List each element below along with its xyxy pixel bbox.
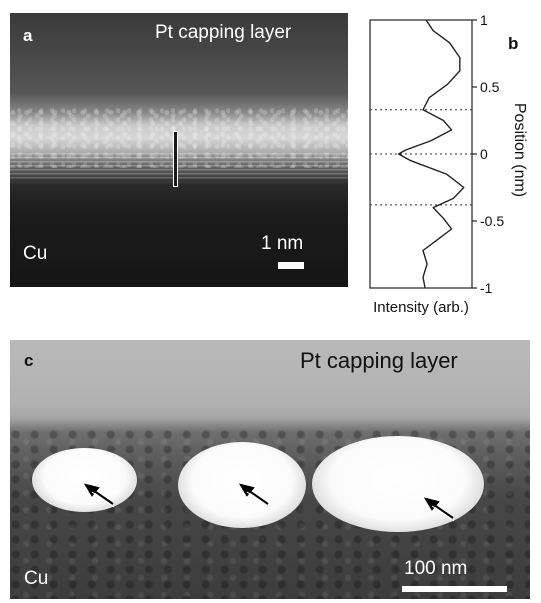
y-tick-label-2: 0 xyxy=(480,146,488,162)
panel-a-image: a Pt capping layer Cu 1 nm xyxy=(10,13,348,287)
y-axis-label: Position (nm) xyxy=(511,102,528,198)
pt-layer-texture xyxy=(10,108,348,168)
scale-bar-a xyxy=(278,262,304,269)
cu-label-a: Cu xyxy=(23,243,48,264)
void-3 xyxy=(312,436,484,532)
cu-label-c: Cu xyxy=(24,568,49,589)
profile-series-line xyxy=(397,19,465,289)
arrow-2-head xyxy=(238,483,255,497)
panel-label-c: c xyxy=(24,351,34,370)
arrow-1-head xyxy=(83,483,100,497)
profile-line-marker xyxy=(173,131,178,187)
y-tick-label-3: -0.5 xyxy=(480,213,504,229)
y-tick-label-4: -1 xyxy=(480,280,493,296)
x-axis-label: Intensity (arb.) xyxy=(373,299,469,316)
y-tick-label-0: 1 xyxy=(480,12,488,28)
scale-text-a: 1 nm xyxy=(261,233,304,254)
pt-capping-label-a: Pt capping layer xyxy=(155,22,292,43)
scale-text-c: 100 nm xyxy=(404,558,468,579)
pt-capping-label-c: Pt capping layer xyxy=(300,348,458,373)
lattice-fringes xyxy=(10,153,348,181)
panel-label-a: a xyxy=(23,26,33,45)
panel-label-b: b xyxy=(508,34,518,53)
arrow-3-head xyxy=(423,497,440,511)
scale-bar-c xyxy=(402,586,507,592)
profile-chart-svg: 1 0.5 0 -0.5 -1 b Intensity (arb.) xyxy=(369,12,518,316)
void-arrows xyxy=(83,483,455,522)
y-tick-label-1: 0.5 xyxy=(480,79,500,95)
panel-c-image: c Pt capping layer Cu 100 nm xyxy=(10,340,530,599)
panel-b-profile-chart: 1 0.5 0 -0.5 -1 b Intensity (arb.) Position (n… xyxy=(358,5,538,325)
void-1 xyxy=(32,448,137,512)
